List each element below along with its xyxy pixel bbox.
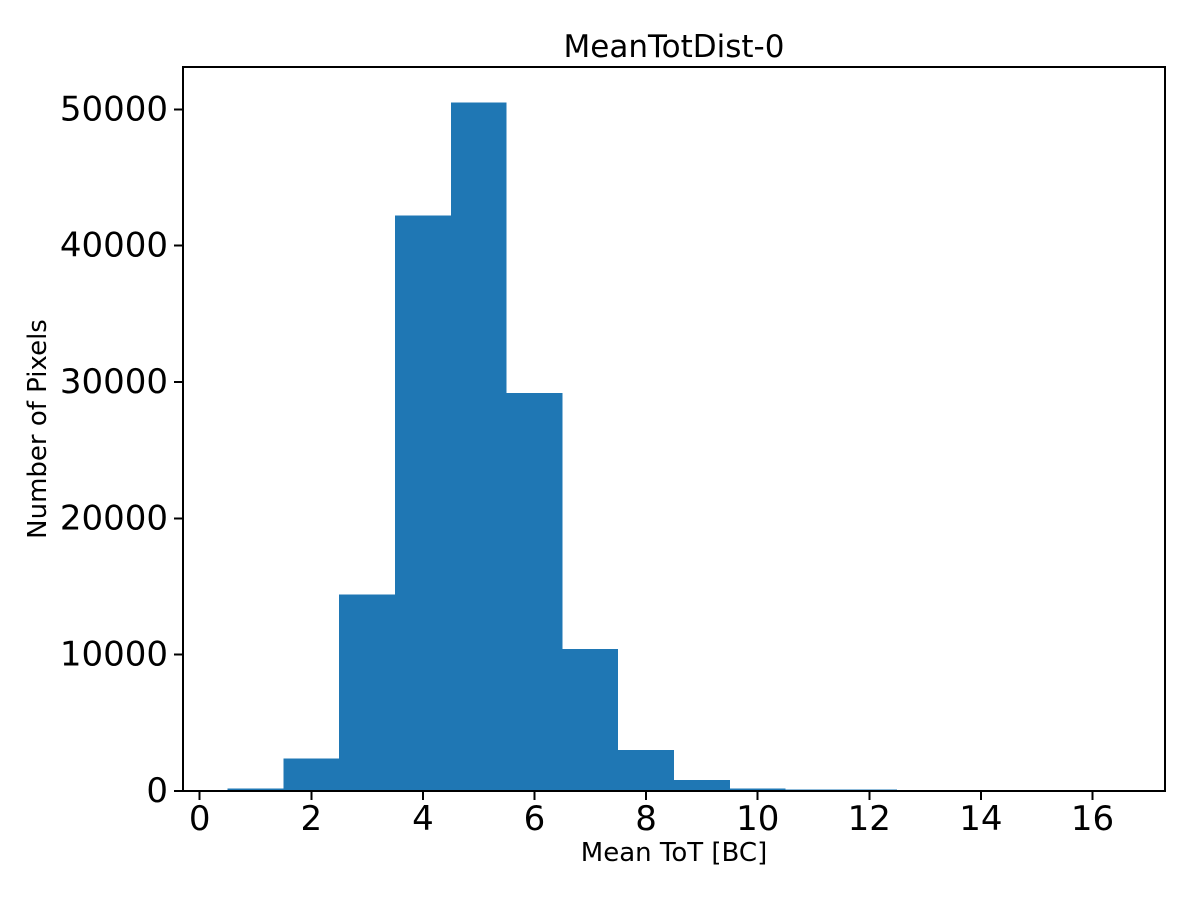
histogram-bar	[283, 758, 340, 791]
x-axis-ticks: 0 2 4 6 8 10 12 14 16	[189, 791, 1114, 839]
x-tick-label: 6	[524, 799, 546, 839]
x-tick-label: 10	[736, 799, 779, 839]
y-tick-label: 30000	[60, 362, 168, 402]
x-tick-label: 0	[189, 799, 211, 839]
histogram-bar	[227, 788, 284, 791]
x-tick-label: 12	[848, 799, 891, 839]
histogram-bars	[227, 102, 898, 792]
histogram-bar	[450, 102, 507, 791]
y-tick-label: 50000	[60, 89, 168, 129]
histogram-bar	[729, 788, 786, 791]
histogram-bar	[674, 780, 730, 791]
histogram-bar	[506, 392, 563, 791]
histogram-bar	[339, 594, 395, 791]
y-axis-label: Number of Pixels	[23, 319, 53, 539]
x-tick-label: 8	[635, 799, 657, 839]
x-tick-label: 4	[412, 799, 434, 839]
y-tick-label: 10000	[60, 635, 168, 675]
chart-title: MeanTotDist-0	[564, 29, 785, 65]
histogram-bar	[562, 649, 619, 791]
plot-border	[182, 66, 1166, 792]
y-tick-label: 0	[146, 771, 168, 811]
histogram-bar	[618, 750, 674, 791]
x-tick-label: 16	[1071, 799, 1114, 839]
y-tick-label: 20000	[60, 498, 168, 538]
y-axis-ticks: 0 10000 20000 30000 40000 50000	[60, 89, 183, 811]
x-tick-label: 14	[959, 799, 1002, 839]
y-tick-label: 40000	[60, 226, 168, 266]
histogram-bar	[395, 215, 451, 792]
x-tick-label: 2	[300, 799, 322, 839]
x-axis-label: Mean ToT [BC]	[581, 838, 767, 868]
